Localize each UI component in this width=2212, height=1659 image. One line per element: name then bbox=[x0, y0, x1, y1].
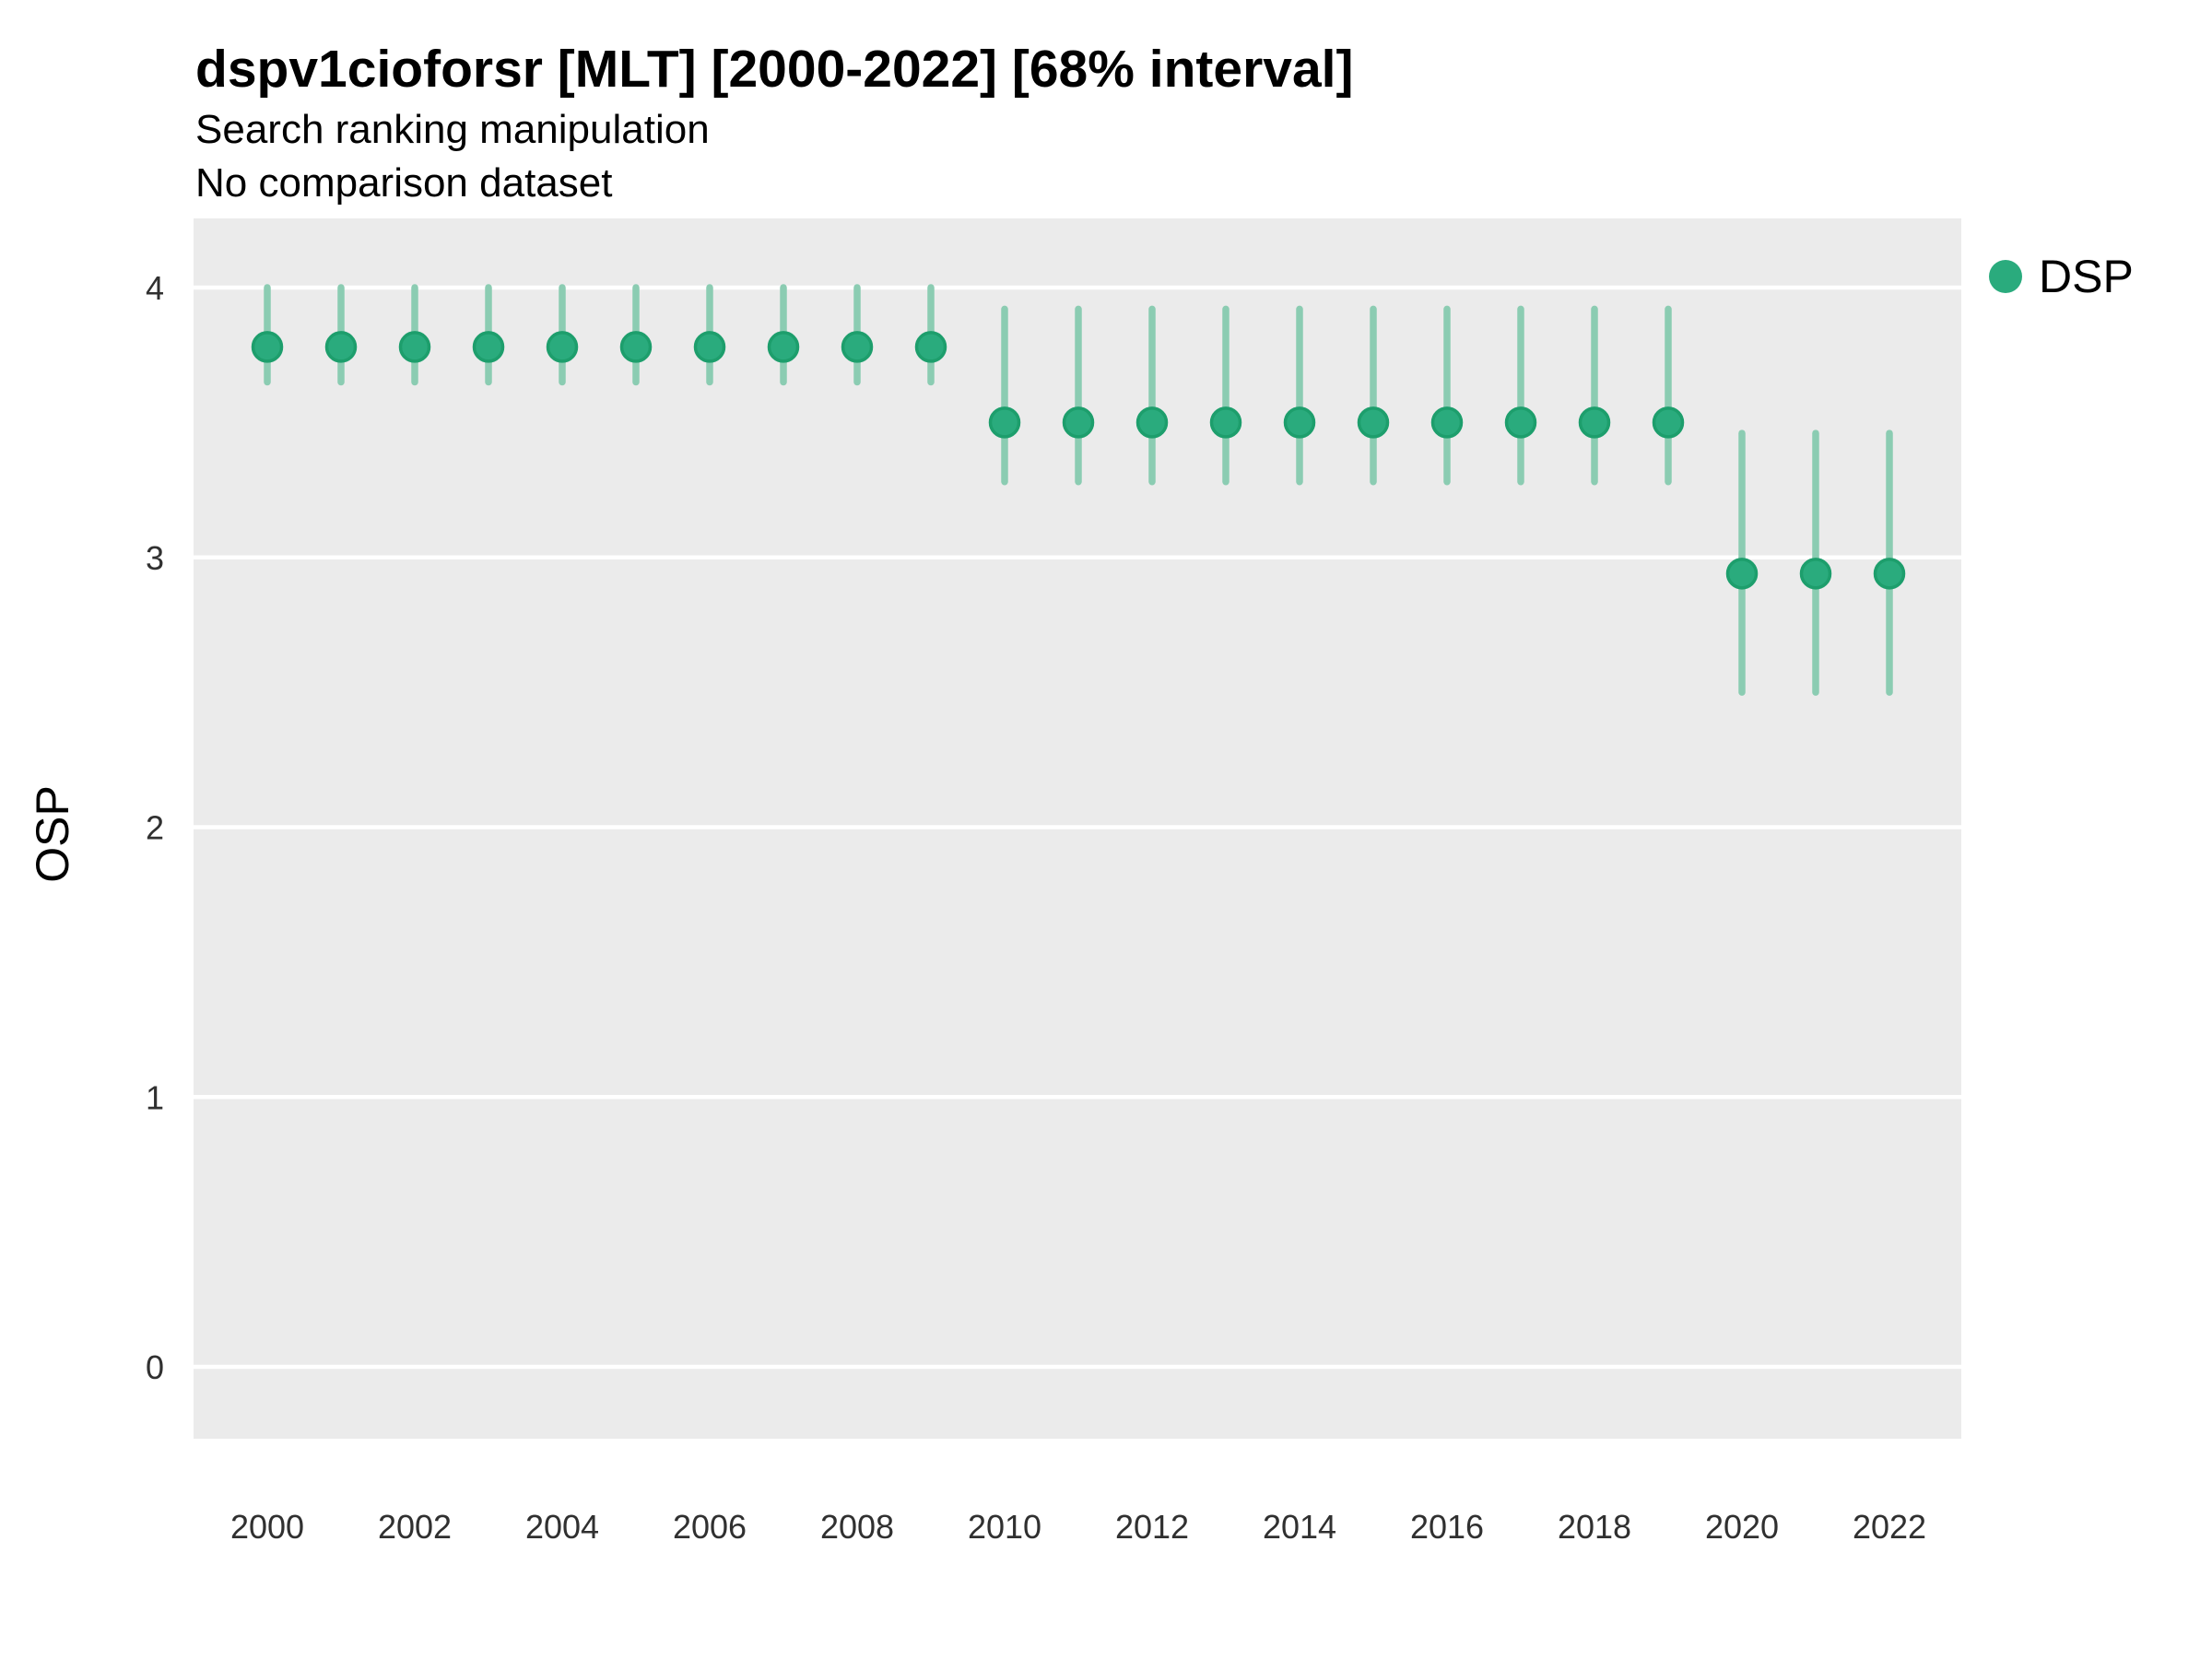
data-point-2006 bbox=[693, 331, 726, 363]
data-point-2007 bbox=[767, 331, 800, 363]
x-tick-label: 2012 bbox=[1115, 1508, 1189, 1546]
data-point-2011 bbox=[1062, 406, 1095, 439]
x-tick-label: 2010 bbox=[968, 1508, 1041, 1546]
legend: DSP bbox=[1989, 251, 2134, 302]
x-tick-label: 2014 bbox=[1263, 1508, 1336, 1546]
data-point-2008 bbox=[841, 331, 874, 363]
x-tick-label: 2008 bbox=[820, 1508, 894, 1546]
data-point-2017 bbox=[1504, 406, 1537, 439]
legend-dot-icon bbox=[1989, 260, 2022, 293]
data-point-2018 bbox=[1578, 406, 1611, 439]
x-tick-label: 2018 bbox=[1558, 1508, 1631, 1546]
x-tick-label: 2004 bbox=[525, 1508, 599, 1546]
data-point-2003 bbox=[472, 331, 505, 363]
x-tick-label: 2006 bbox=[673, 1508, 747, 1546]
data-point-2013 bbox=[1209, 406, 1242, 439]
y-tick-label: 4 bbox=[146, 269, 164, 307]
data-point-2014 bbox=[1283, 406, 1316, 439]
data-point-2009 bbox=[914, 331, 947, 363]
x-tick-label: 2022 bbox=[1853, 1508, 1926, 1546]
x-tick-label: 2000 bbox=[230, 1508, 304, 1546]
data-point-2001 bbox=[324, 331, 358, 363]
y-tick-label: 3 bbox=[146, 539, 164, 577]
data-point-2022 bbox=[1873, 558, 1906, 590]
chart-subtitle: Search ranking manipulation bbox=[195, 107, 710, 152]
data-point-2020 bbox=[1725, 558, 1759, 590]
data-point-2021 bbox=[1799, 558, 1832, 590]
data-point-2010 bbox=[988, 406, 1021, 439]
data-point-2015 bbox=[1357, 406, 1390, 439]
legend-label: DSP bbox=[2039, 251, 2134, 302]
y-tick-label: 0 bbox=[146, 1348, 164, 1386]
data-point-2005 bbox=[619, 331, 653, 363]
y-tick-label: 1 bbox=[146, 1078, 164, 1116]
chart-title: dspv1cioforsr [MLT] [2000-2022] [68% int… bbox=[195, 40, 1354, 99]
data-point-2019 bbox=[1652, 406, 1685, 439]
data-point-2002 bbox=[398, 331, 431, 363]
x-tick-label: 2002 bbox=[378, 1508, 452, 1546]
chart-note: No comparison dataset bbox=[195, 160, 613, 206]
y-tick-label: 2 bbox=[146, 809, 164, 847]
data-point-2000 bbox=[251, 331, 284, 363]
x-tick-label: 2016 bbox=[1410, 1508, 1484, 1546]
data-point-2012 bbox=[1135, 406, 1169, 439]
x-tick-label: 2020 bbox=[1705, 1508, 1779, 1546]
data-point-2016 bbox=[1430, 406, 1464, 439]
data-point-2004 bbox=[546, 331, 579, 363]
